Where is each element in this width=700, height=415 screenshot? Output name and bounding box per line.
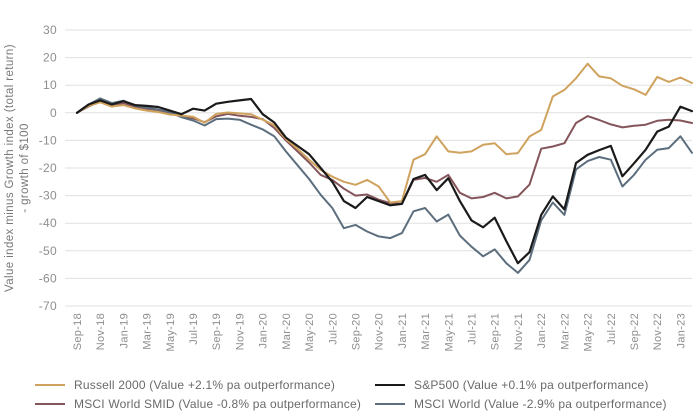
- svg-text:Nov-21: Nov-21: [513, 313, 525, 350]
- chart-canvas: Value index minus Growth index (total re…: [4, 23, 694, 351]
- x-axis-tick-labels: Sep-18 Nov-18 Jan-19 Mar-19 May-19 Jul-19 Sep-…: [72, 313, 687, 351]
- svg-text:-30: -30: [39, 189, 57, 203]
- svg-text:-70: -70: [39, 299, 57, 313]
- svg-text:Jan-19: Jan-19: [118, 313, 130, 348]
- svg-text:Jul-21: Jul-21: [467, 313, 479, 345]
- svg-text:-60: -60: [39, 271, 57, 285]
- legend-swatch-russell-2000: [35, 384, 65, 386]
- legend-swatch-sp500: [375, 384, 405, 386]
- svg-text:10: 10: [43, 78, 57, 92]
- svg-text:Nov-22: Nov-22: [652, 313, 664, 350]
- series-line-russell-2000: [76, 62, 693, 204]
- svg-text:-10: -10: [39, 133, 57, 147]
- svg-text:Jul-19: Jul-19: [188, 313, 200, 345]
- y-axis-tick-labels: 30 20 10 0 -10 -20 -30 -40 -50 -60 -70: [39, 23, 57, 313]
- svg-text:May-20: May-20: [304, 313, 316, 351]
- series-line-sp500: [75, 97, 694, 265]
- legend: Russell 2000 (Value +2.1% pa outperforma…: [35, 378, 700, 411]
- y-axis-title-line1: Value index minus Growth index (total re…: [4, 44, 16, 292]
- svg-text:Mar-20: Mar-20: [281, 313, 293, 350]
- svg-text:Jan-23: Jan-23: [675, 313, 687, 348]
- svg-text:Mar-22: Mar-22: [559, 313, 571, 350]
- legend-item-msci-world-smid: MSCI World SMID (Value -0.8% pa outperfo…: [35, 397, 375, 411]
- y-axis-title-line2: - growth of $100: [19, 123, 31, 213]
- svg-text:Sep-19: Sep-19: [211, 313, 223, 350]
- legend-item-msci-world: MSCI World (Value -2.9% pa outperformanc…: [375, 397, 700, 411]
- svg-text:-40: -40: [39, 216, 57, 230]
- legend-item-sp500: S&P500 (Value +0.1% pa outperformance): [375, 378, 700, 392]
- svg-text:Jan-22: Jan-22: [536, 313, 548, 348]
- legend-swatch-msci-world: [375, 403, 405, 405]
- legend-item-russell-2000: Russell 2000 (Value +2.1% pa outperforma…: [35, 378, 375, 392]
- svg-text:Nov-18: Nov-18: [95, 313, 107, 350]
- legend-label-sp500: S&P500 (Value +0.1% pa outperformance): [414, 378, 649, 392]
- svg-text:0: 0: [50, 106, 57, 120]
- svg-text:Sep-20: Sep-20: [351, 313, 363, 350]
- svg-text:Mar-21: Mar-21: [420, 313, 432, 350]
- svg-text:Jan-21: Jan-21: [397, 313, 409, 348]
- svg-text:May-22: May-22: [583, 313, 595, 351]
- svg-text:Sep-22: Sep-22: [629, 313, 641, 350]
- svg-text:May-21: May-21: [443, 313, 455, 351]
- svg-text:30: 30: [43, 23, 57, 37]
- value-vs-growth-chart: Value index minus Growth index (total re…: [4, 23, 694, 351]
- legend-label-msci-world: MSCI World (Value -2.9% pa outperformanc…: [414, 397, 667, 411]
- svg-text:May-19: May-19: [165, 313, 177, 351]
- legend-swatch-msci-world-smid: [35, 403, 65, 405]
- legend-label-msci-world-smid: MSCI World SMID (Value -0.8% pa outperfo…: [74, 397, 362, 411]
- series-lines: [75, 62, 694, 274]
- svg-text:Jan-20: Jan-20: [258, 313, 270, 348]
- svg-text:-50: -50: [39, 244, 57, 258]
- svg-text:Nov-20: Nov-20: [374, 313, 386, 350]
- svg-text:Mar-19: Mar-19: [142, 313, 154, 350]
- svg-text:-20: -20: [39, 161, 57, 175]
- series-line-msci-world-smid: [76, 100, 693, 205]
- svg-text:20: 20: [43, 51, 57, 65]
- svg-text:Nov-19: Nov-19: [235, 313, 247, 350]
- series-line-msci-world: [76, 97, 693, 274]
- svg-text:Sep-18: Sep-18: [72, 313, 84, 350]
- svg-text:Jul-22: Jul-22: [606, 313, 618, 345]
- svg-text:Jul-20: Jul-20: [327, 313, 339, 345]
- legend-label-russell-2000: Russell 2000 (Value +2.1% pa outperforma…: [74, 378, 336, 392]
- svg-text:Sep-21: Sep-21: [490, 313, 502, 350]
- gridlines: [65, 29, 692, 307]
